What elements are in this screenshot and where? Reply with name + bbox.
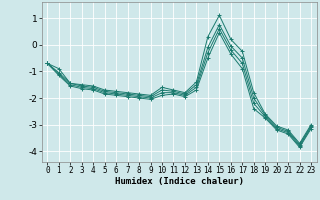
X-axis label: Humidex (Indice chaleur): Humidex (Indice chaleur)	[115, 177, 244, 186]
